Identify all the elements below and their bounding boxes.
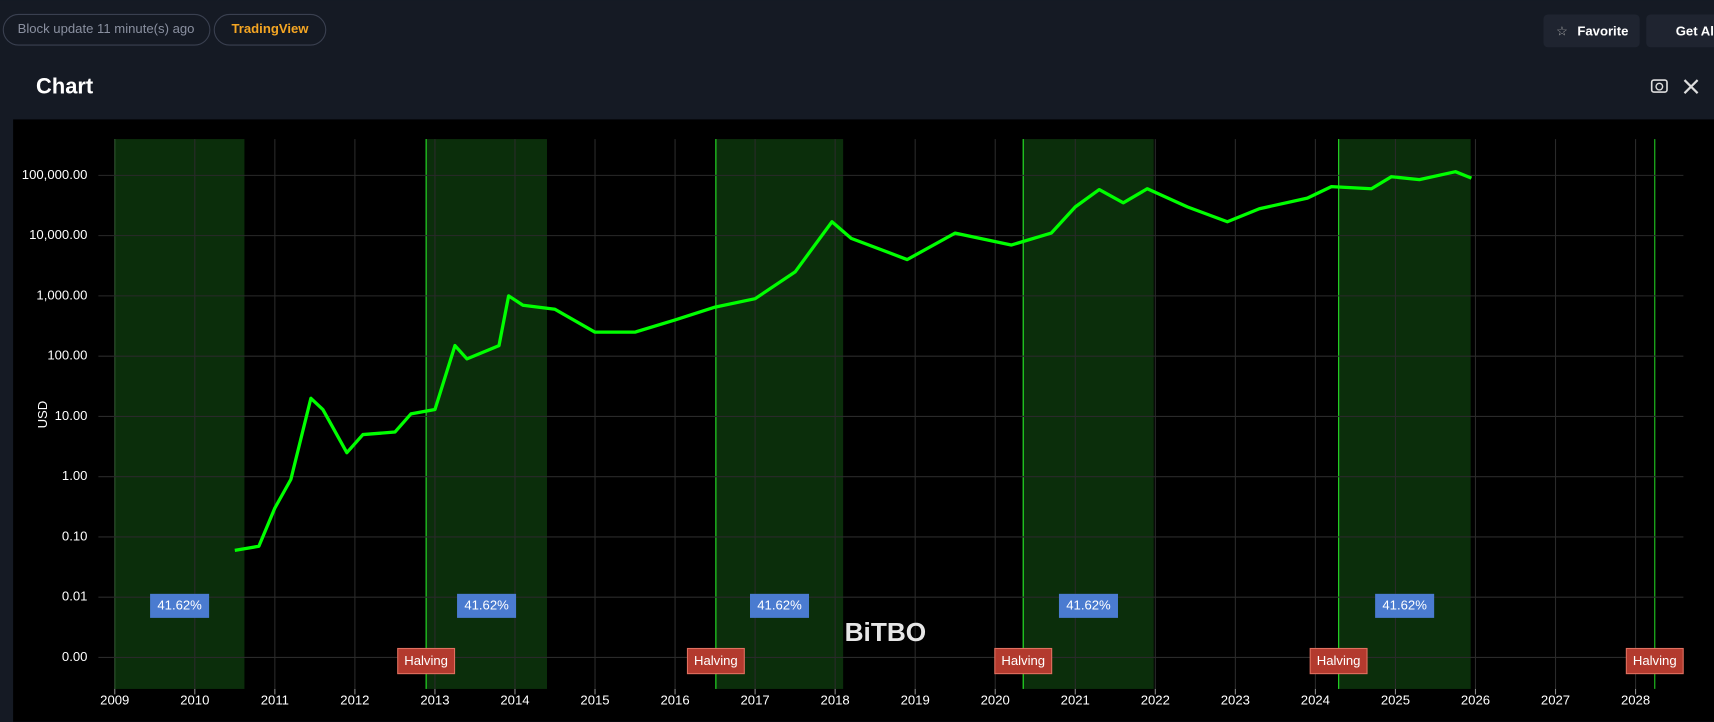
chart-title: Chart — [36, 74, 94, 99]
source-pill[interactable] — [213, 13, 327, 46]
x-tick-label: 2017 — [741, 692, 770, 707]
x-tick-label: 2016 — [660, 692, 689, 707]
x-tick-label: 2013 — [420, 692, 449, 707]
band-label-box — [1375, 593, 1435, 618]
band-label-box — [750, 593, 810, 618]
halving-label-box — [1625, 647, 1684, 675]
x-tick-label: 2021 — [1061, 692, 1090, 707]
status-pill — [2, 13, 211, 46]
favorite-button[interactable] — [1543, 14, 1640, 48]
halving-label: Halving — [1317, 653, 1361, 668]
band-label: 41.62% — [757, 597, 802, 612]
price-line — [234, 170, 1473, 552]
x-tick-label: 2009 — [100, 692, 129, 707]
halving-label-box — [994, 647, 1053, 675]
band-label-box — [150, 593, 210, 618]
y-tick-label: 100,000.00 — [22, 167, 88, 182]
halving-label: Halving — [1001, 653, 1045, 668]
x-tick-label: 2018 — [821, 692, 850, 707]
camera-lens — [1655, 82, 1664, 91]
y-tick-label: 0.01 — [62, 589, 88, 604]
y-axis-label: USD — [35, 401, 50, 429]
halving-label-box — [686, 647, 745, 675]
y-tick-label: 1.00 — [62, 468, 88, 483]
x-tick-label: 2015 — [580, 692, 609, 707]
halving-label: Halving — [404, 653, 448, 668]
favorite-text[interactable]: Favorite — [1577, 23, 1628, 38]
status-text: Block update 11 minute(s) ago — [18, 21, 195, 36]
y-tick-label: 10.00 — [55, 408, 88, 423]
x-tick-label: 2011 — [261, 692, 289, 707]
source-text[interactable]: TradingView — [232, 21, 310, 36]
camera-icon[interactable] — [1650, 79, 1668, 93]
halving-label-box — [397, 647, 456, 675]
y-tick-label: 100.00 — [47, 348, 87, 363]
x-tick-label: 2027 — [1541, 692, 1570, 707]
x-tick-label: 2022 — [1141, 692, 1170, 707]
x-tick-label: 2019 — [901, 692, 930, 707]
x-tick-label: 2023 — [1221, 692, 1250, 707]
x-tick-label: 2024 — [1301, 692, 1330, 707]
y-tick-label: 0.00 — [62, 649, 88, 664]
plot: 2009 2010 2011 2012 2013 2014 2015 2016 2017 2018… — [22, 139, 1684, 707]
y-tick-label: 1,000.00 — [36, 287, 87, 302]
band-label-box — [1058, 593, 1118, 618]
y-tick-label: 10,000.00 — [29, 227, 87, 242]
band-label: 41.62% — [1382, 597, 1427, 612]
x-tick-label: 2010 — [180, 692, 209, 707]
watermark: BiTBO — [845, 617, 927, 647]
star-icon: ☆ — [1556, 23, 1568, 38]
alerts-text[interactable]: Get Alerts — [1676, 23, 1714, 38]
fullscreen-icon[interactable] — [1683, 79, 1699, 94]
band-label: 41.62% — [157, 597, 202, 612]
alerts-button[interactable] — [1646, 14, 1714, 48]
x-tick-label: 2028 — [1621, 692, 1650, 707]
band-label-box — [457, 593, 517, 618]
x-tick-label: 2012 — [340, 692, 369, 707]
band-label: 41.62% — [464, 597, 509, 612]
halving-label: Halving — [1633, 653, 1677, 668]
halving-label-box — [1309, 647, 1368, 675]
halving-label: Halving — [694, 653, 738, 668]
x-tick-label: 2026 — [1461, 692, 1490, 707]
x-tick-label: 2020 — [981, 692, 1010, 707]
x-tick-label: 2014 — [500, 692, 529, 707]
band-label: 41.62% — [1066, 597, 1111, 612]
y-tick-label: 0.10 — [62, 528, 88, 543]
x-tick-label: 2025 — [1381, 692, 1410, 707]
